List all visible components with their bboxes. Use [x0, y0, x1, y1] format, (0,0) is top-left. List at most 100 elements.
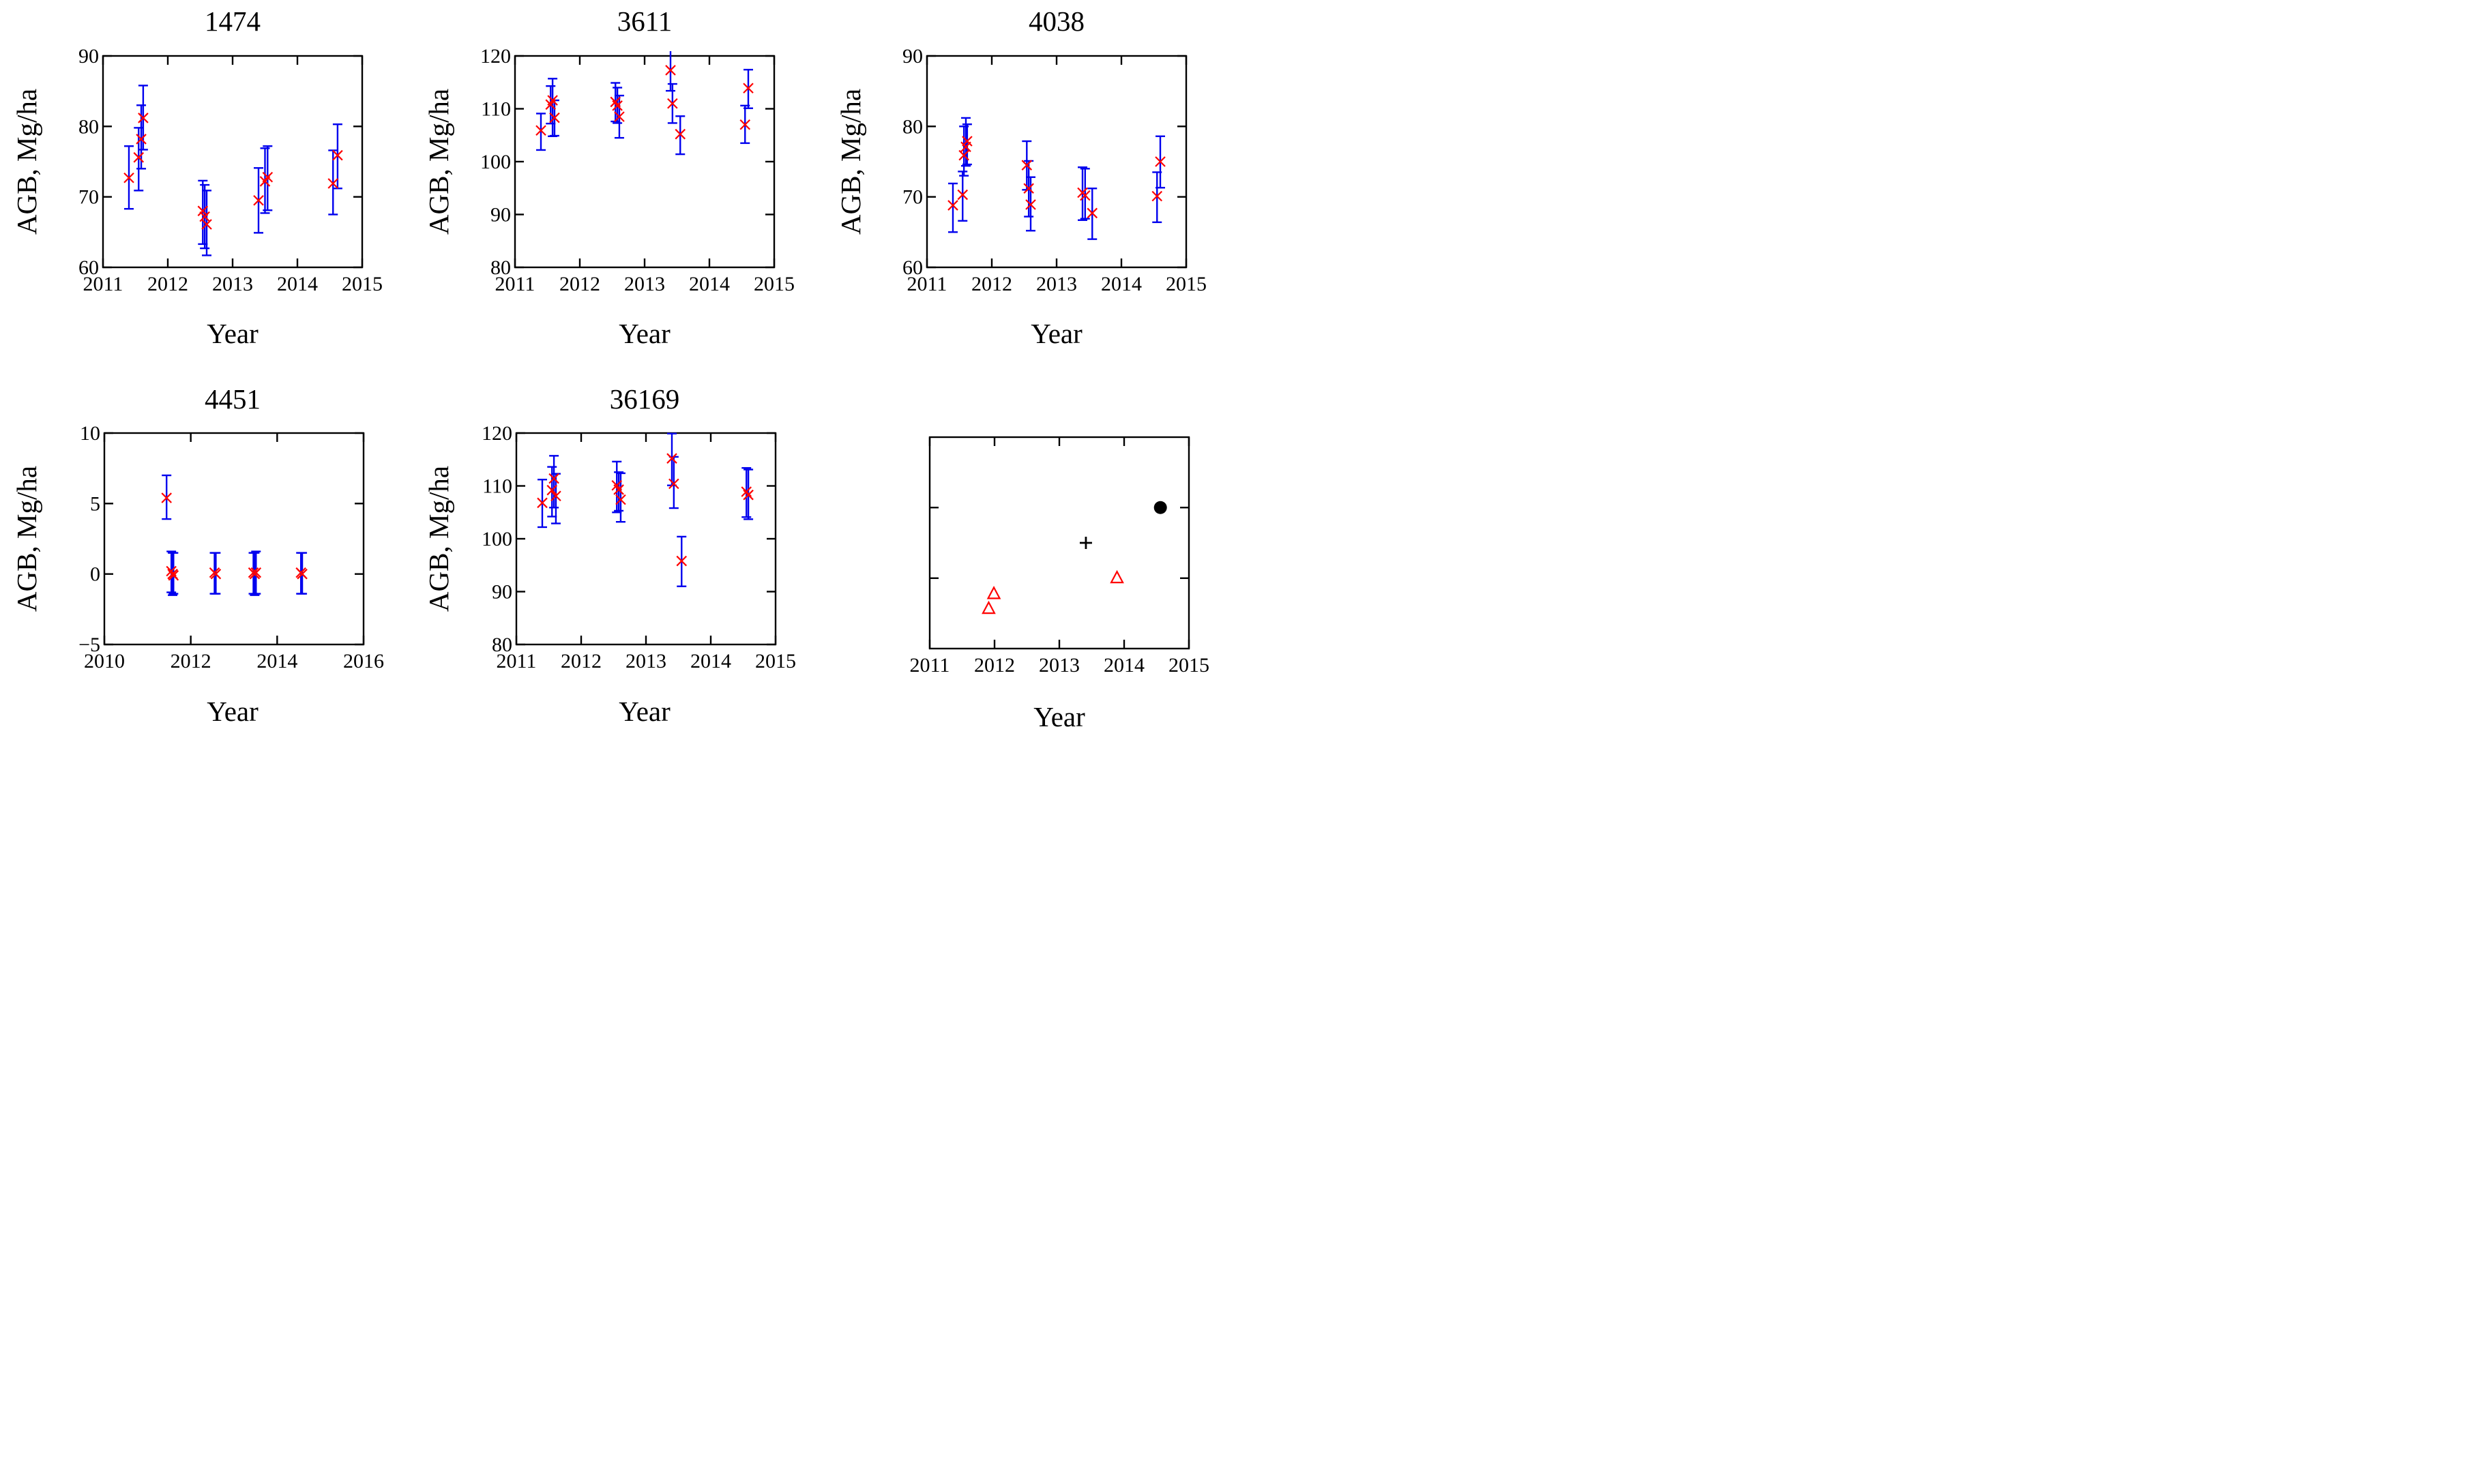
panel-title: 36169	[609, 383, 680, 415]
x-marker	[666, 453, 677, 464]
x-marker	[123, 172, 134, 183]
y-tick-label: 90	[492, 581, 512, 604]
x-marker	[250, 567, 262, 578]
agb-estimates	[123, 85, 343, 256]
y-tick-label: 80	[78, 115, 99, 138]
panel-title: 4038	[1029, 5, 1085, 37]
x-tick-label: 2015	[754, 273, 795, 295]
x-marker	[743, 83, 754, 94]
panel-title: 1474	[205, 5, 261, 37]
error-bar	[536, 113, 546, 151]
circle-marker	[1153, 501, 1167, 514]
y-tick-label: 120	[482, 422, 512, 445]
panel-36169: 36169 AGB, Mg/ha 2011 2012 2013 2014 2015 80 9…	[412, 371, 824, 742]
x-marker	[668, 478, 679, 490]
error-bar	[202, 190, 211, 256]
axes-box	[103, 432, 365, 646]
x-marker	[958, 149, 969, 161]
x-marker	[133, 152, 145, 163]
triangle-marker	[982, 600, 996, 614]
x-tick-label: 2014	[277, 273, 318, 295]
x-axis-label: Year	[1033, 701, 1085, 732]
x-tick-label: 2011	[497, 650, 537, 672]
x-tick-label: 2012	[561, 650, 602, 672]
x-marker	[1025, 199, 1036, 210]
x-marker	[297, 568, 308, 580]
x-tick-label: 2011	[910, 654, 950, 677]
error-bar	[668, 456, 679, 509]
y-axis-ticks: 60 70 80 90	[902, 45, 1186, 279]
x-marker	[947, 200, 958, 211]
x-marker	[612, 100, 623, 111]
x-marker	[161, 492, 172, 503]
panel-title: 4451	[205, 383, 261, 415]
panel-comparison-markers: 2011 2012 2013 2014 2015 Year	[824, 371, 1236, 742]
x-axis-ticks: 2011 2012 2013 2014 2015	[907, 56, 1207, 295]
agb-estimates	[535, 51, 754, 155]
x-marker	[962, 136, 973, 147]
x-axis-label: Year	[207, 696, 259, 727]
x-tick-label: 2011	[907, 273, 947, 295]
x-marker	[1023, 183, 1034, 194]
x-marker	[168, 569, 179, 581]
y-tick-label: 90	[490, 204, 511, 226]
error-bar	[958, 170, 968, 222]
y-tick-label: 80	[902, 115, 923, 138]
x-marker	[548, 473, 559, 484]
x-marker	[665, 65, 676, 76]
x-marker	[136, 134, 147, 145]
agb-estimates	[537, 432, 754, 587]
plot-area-4038: 2011 2012 2013 2014 2015 60 70 80 90	[902, 45, 1207, 295]
x-tick-label: 2013	[624, 273, 665, 295]
y-tick-label: 5	[90, 492, 100, 515]
x-tick-label: 2012	[971, 273, 1012, 295]
x-marker	[199, 211, 210, 222]
x-tick-label: 2014	[689, 273, 730, 295]
error-bar	[550, 473, 561, 524]
plot-area-4451: 2010 2012 2014 2016 −5 0 5 10	[78, 422, 384, 672]
x-marker	[676, 555, 688, 567]
x-marker	[197, 205, 209, 217]
x-marker	[1087, 207, 1098, 219]
x-marker	[327, 178, 339, 189]
y-tick-label: 80	[490, 256, 511, 279]
x-marker	[1021, 160, 1033, 170]
x-tick-label: 2014	[1104, 654, 1145, 677]
x-tick-label: 2016	[343, 650, 384, 672]
axes-box	[928, 436, 1190, 650]
x-marker	[957, 189, 969, 201]
y-axis-ticks: 80 90 100 110 120	[482, 422, 776, 656]
y-tick-label: 90	[78, 45, 99, 68]
y-tick-label: 10	[80, 422, 100, 445]
x-marker	[613, 484, 624, 495]
plot-area-comparison: 2011 2012 2013 2014 2015	[910, 436, 1209, 677]
y-axis-ticks: −5 0 5 10	[78, 422, 364, 656]
x-marker	[549, 112, 560, 123]
triangle-marker	[986, 586, 1001, 599]
y-tick-label: 120	[480, 45, 511, 68]
x-marker	[550, 490, 561, 502]
x-axis-ticks: 2011 2012 2013 2014 2015	[83, 56, 383, 295]
x-tick-label: 2012	[147, 273, 188, 295]
x-axis-ticks: 2011 2012 2013 2014 2015	[495, 56, 795, 295]
x-marker	[667, 98, 678, 109]
x-marker	[537, 497, 548, 509]
x-marker	[138, 113, 149, 123]
x-marker	[535, 125, 546, 136]
x-tick-label: 2012	[171, 650, 211, 672]
agb-estimates	[161, 474, 308, 596]
x-tick-label: 2013	[1036, 273, 1077, 295]
axes-box	[514, 55, 776, 269]
y-tick-label: 70	[78, 186, 99, 209]
x-marker	[1155, 156, 1166, 167]
y-tick-label: 90	[902, 45, 923, 68]
axes-box	[515, 432, 777, 646]
y-tick-label: 110	[481, 98, 511, 121]
triangle-marker	[1110, 569, 1124, 584]
x-marker	[615, 494, 626, 505]
x-tick-label: 2014	[690, 650, 731, 672]
filled-circle-marker	[1153, 501, 1167, 514]
x-tick-label: 2012	[559, 273, 600, 295]
x-marker	[210, 568, 222, 580]
x-tick-label: 2014	[1101, 273, 1142, 295]
